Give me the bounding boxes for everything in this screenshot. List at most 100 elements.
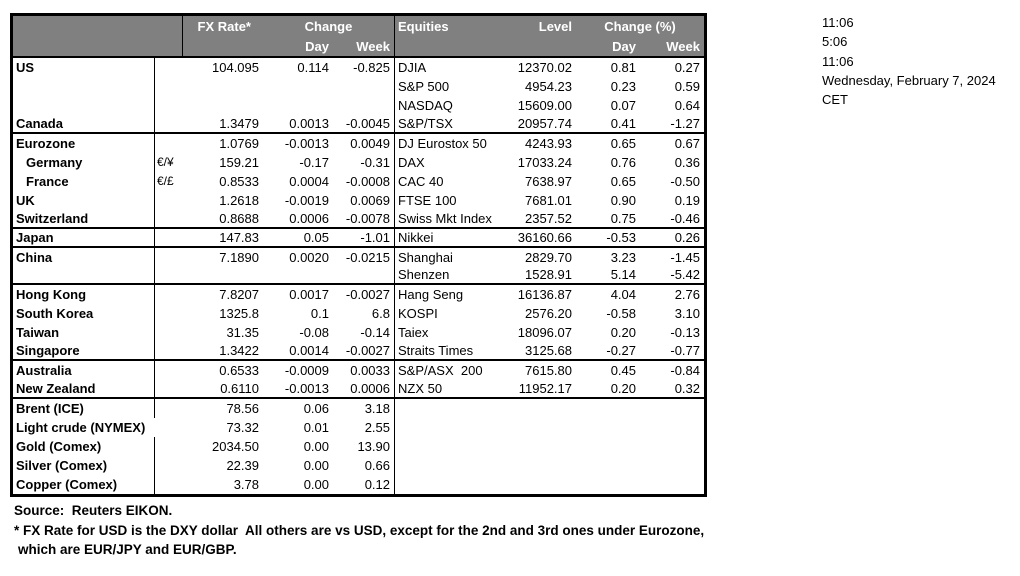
- fx-rate-cell: 3.78: [233, 476, 259, 492]
- fx-rate-cell: 1325.8: [219, 306, 259, 322]
- equity-day-change-cell: 5.14: [610, 267, 636, 283]
- fx-week-change-cell: 13.90: [357, 439, 390, 455]
- fx-rate-cell: [183, 96, 263, 115]
- fx-week-change-cell: 3.18: [364, 401, 390, 417]
- fx-day-change-cell: -0.0013: [284, 135, 329, 151]
- currency-pair-cell: [155, 58, 183, 77]
- equity-level-cell: [512, 475, 576, 494]
- fx-week-header: Week: [356, 38, 390, 54]
- timestamp-line: 11:06: [822, 15, 854, 30]
- fx-rate-cell: 0.8533: [219, 173, 259, 189]
- equity-week-change-cell: 0.26: [674, 229, 700, 245]
- fx-week-change-cell: -0.0027: [345, 287, 390, 303]
- equity-name-cell: S&P 500: [394, 76, 512, 96]
- fx-rate-cell: 73.32: [226, 420, 259, 436]
- country-cell: UK: [13, 190, 155, 210]
- fx-week-change-cell: -0.0215: [345, 249, 390, 265]
- country-cell: Gold (Comex): [13, 437, 155, 457]
- country-cell: [13, 76, 155, 96]
- equity-day-change-cell: [576, 437, 640, 456]
- equity-week-change-cell: -0.13: [670, 325, 700, 341]
- fx-week-change-cell: [333, 266, 394, 283]
- footnote-line-1: * FX Rate for USD is the DXY dollar All …: [14, 522, 705, 538]
- equity-level-cell: 4243.93: [525, 135, 572, 151]
- source-line: Source: Reuters EIKON.: [14, 503, 173, 518]
- equity-week-change-cell: 0.19: [674, 192, 700, 208]
- equity-day-change-cell: 0.20: [610, 325, 636, 341]
- currency-pair-cell: [155, 361, 183, 380]
- equity-level-cell: 2576.20: [525, 306, 572, 322]
- equities-level-header: Level: [538, 18, 572, 34]
- table-row: Germany €/¥ 159.21 -0.17 -0.31 DAX 17033.24 0.7…: [13, 152, 704, 172]
- equity-level-cell: 17033.24: [517, 154, 572, 170]
- fx-day-change-cell: -0.0019: [284, 192, 329, 208]
- fx-day-change-cell: 0.1: [310, 306, 329, 322]
- fx-rate-cell: 0.6533: [219, 363, 259, 379]
- country-cell: Copper (Comex): [13, 474, 155, 494]
- table-row: Singapore 1.3422 0.0014 -0.0027 Straits Time…: [13, 342, 704, 362]
- equity-name-cell: [394, 437, 512, 457]
- equity-level-cell: 15609.00: [517, 97, 572, 113]
- fx-day-change-cell: 0.114: [297, 59, 329, 75]
- fx-week-change-cell: -0.0045: [345, 115, 390, 131]
- fx-day-change-cell: 0.0020: [289, 249, 329, 265]
- equity-week-change-cell: -0.84: [670, 363, 700, 379]
- country-cell: New Zealand: [13, 380, 155, 398]
- country-cell: Brent (ICE): [13, 399, 155, 419]
- header-row-2: Day Week Day Week: [13, 36, 704, 56]
- fx-week-change-cell: 0.0069: [350, 192, 390, 208]
- currency-pair-cell: [155, 115, 183, 132]
- equity-name-cell: [394, 456, 512, 475]
- country-cell: Eurozone: [13, 133, 155, 153]
- equity-level-cell: 1528.91: [525, 267, 572, 283]
- equity-day-change-cell: -0.27: [606, 343, 636, 359]
- header-spacer: [183, 36, 263, 56]
- equity-name-cell: Taiex: [394, 323, 512, 343]
- country-cell: France: [13, 171, 155, 191]
- equity-week-change-cell: 0.59: [674, 78, 700, 94]
- table-row: Japan 147.83 0.05 -1.01 Nikkei 36160.66 -0.53 0…: [13, 228, 704, 248]
- fx-rate-cell: 78.56: [226, 401, 259, 417]
- table-row: Silver (Comex) 22.39 0.00 0.66: [13, 456, 704, 475]
- equity-day-change-cell: 0.75: [610, 210, 636, 226]
- fx-week-change-cell: 0.66: [364, 457, 390, 473]
- equity-name-cell: DJ Eurostox 50: [394, 133, 512, 153]
- equity-level-cell: 2829.70: [525, 249, 572, 265]
- equity-level-cell: 7681.01: [525, 192, 572, 208]
- equity-day-change-cell: 0.45: [610, 363, 636, 379]
- fx-rate-cell: [183, 266, 263, 283]
- fx-rate-cell: 147.83: [219, 229, 259, 245]
- currency-pair-cell: [155, 134, 183, 153]
- equity-name-cell: Nikkei: [394, 228, 512, 246]
- equity-level-cell: [512, 418, 576, 437]
- fx-day-header: Day: [305, 38, 329, 54]
- market-table: FX Rate* Change Equities Level Change (%…: [10, 13, 707, 497]
- equity-level-cell: 3125.68: [525, 343, 572, 359]
- country-cell: Japan: [13, 228, 155, 246]
- equity-week-change-cell: 3.10: [674, 306, 700, 322]
- currency-pair-cell: [155, 418, 183, 437]
- equity-week-change-cell: -0.46: [670, 210, 700, 226]
- fx-day-change-cell: 0.0004: [289, 173, 329, 189]
- equity-name-cell: KOSPI: [394, 304, 512, 324]
- equity-name-cell: [394, 418, 512, 438]
- equity-week-change-cell: 0.67: [674, 135, 700, 151]
- equity-name-cell: DJIA: [394, 58, 512, 77]
- equities-week-header: Week: [666, 38, 700, 54]
- fx-week-change-cell: -0.0078: [345, 210, 390, 226]
- equity-day-change-cell: 0.20: [610, 381, 636, 397]
- table-row: France €/£ 0.8533 0.0004 -0.0008 CAC 40 7638.9…: [13, 171, 704, 191]
- equity-name-cell: NASDAQ: [394, 95, 512, 115]
- equity-level-cell: 18096.07: [517, 325, 572, 341]
- equity-week-change-cell: [640, 399, 704, 418]
- country-cell: Singapore: [13, 342, 155, 360]
- fx-week-change-cell: -0.0027: [345, 343, 390, 359]
- equities-change-header: Change (%): [604, 18, 676, 34]
- table-row: US 104.095 0.114 -0.825 DJIA 12370.02 0.81 0.27: [13, 58, 704, 77]
- footnote-line-2: which are EUR/JPY and EUR/GBP.: [18, 542, 237, 557]
- fx-change-header: Change: [304, 18, 353, 34]
- table-row: Copper (Comex) 3.78 0.00 0.12: [13, 474, 704, 494]
- table-row: South Korea 1325.8 0.1 6.8 KOSPI 2576.20 -0.58…: [13, 304, 704, 324]
- country-cell: Taiwan: [13, 323, 155, 343]
- fx-week-change-cell: 0.12: [364, 476, 390, 492]
